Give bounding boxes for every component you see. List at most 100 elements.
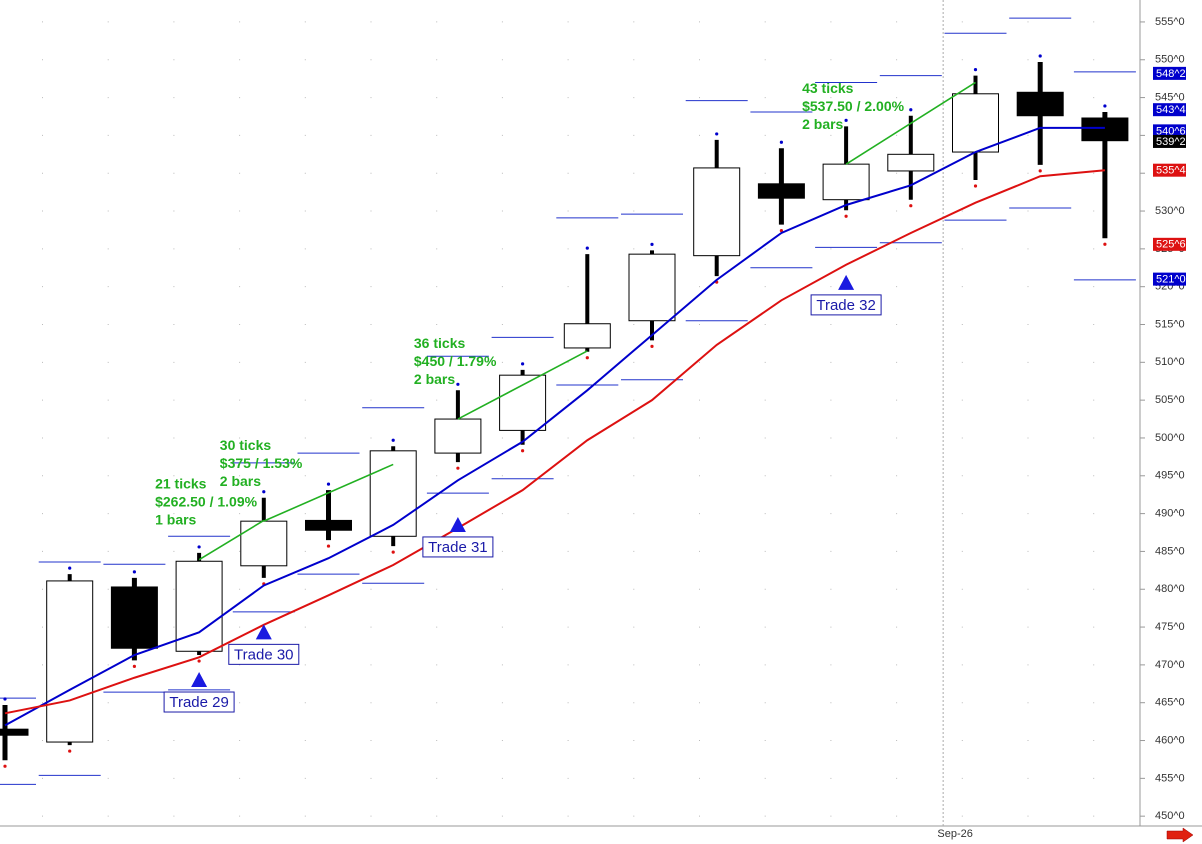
low-dot: [68, 749, 72, 753]
y-tick-label: 515^0: [1155, 318, 1185, 330]
trade-label-box: [228, 643, 300, 665]
low-dot: [3, 764, 7, 768]
candle-body: [563, 323, 611, 349]
high-dot: [844, 118, 848, 122]
price-tag-label: 535^4: [1156, 165, 1186, 177]
candle-body: [887, 153, 935, 172]
trade-label: Trade 32: [816, 297, 875, 314]
high-dot: [585, 246, 589, 250]
price-tag-label: 540^6: [1156, 125, 1186, 137]
high-dot: [391, 438, 395, 442]
high-dot: [650, 242, 654, 246]
trade-profit: $450 / 1.79%: [414, 353, 497, 369]
low-dot: [1038, 169, 1042, 173]
low-dot: [973, 184, 978, 188]
price-tag-label: 548^2: [1156, 68, 1186, 80]
trade-ticks: 21 ticks: [155, 475, 207, 491]
high-dot: [456, 382, 460, 386]
trade-line: [198, 519, 265, 561]
trade-ticks: 36 ticks: [414, 335, 466, 351]
high-dot: [1103, 104, 1107, 108]
candle-body: [628, 253, 676, 322]
y-tick-label: 460^0: [1155, 734, 1185, 746]
candle-body: [952, 93, 999, 153]
candle-body: [434, 418, 482, 454]
trade-ticks: 30 ticks: [220, 437, 272, 453]
trade-line: [263, 463, 394, 522]
trade-label: Trade 30: [234, 646, 293, 663]
high-dot: [715, 132, 719, 136]
candle-body: [822, 163, 870, 201]
candle-body: [46, 580, 94, 743]
y-tick-label: 495^0: [1155, 470, 1185, 482]
moving-average-line: [4, 126, 1105, 727]
trade-bars: 2 bars: [802, 116, 843, 132]
y-tick-label: 530^0: [1155, 205, 1185, 217]
high-dot: [1038, 54, 1042, 58]
price-tag: [1153, 66, 1186, 80]
candle-body: [1016, 91, 1064, 117]
price-tag: [1153, 124, 1186, 138]
high-dot: [973, 68, 978, 72]
trade-signal: [449, 516, 466, 532]
trade-profit: $375 / 1.53%: [220, 455, 303, 471]
y-tick-label: 490^0: [1155, 508, 1185, 520]
trade-label: Trade 31: [428, 539, 487, 556]
high-dot: [909, 108, 913, 112]
low-dot: [779, 229, 784, 233]
price-tag: [1153, 272, 1186, 286]
y-tick-label: 455^0: [1155, 772, 1185, 784]
high-dot: [3, 697, 7, 701]
candle-body: [110, 586, 158, 649]
price-tag: [1153, 237, 1186, 251]
high-dot: [262, 490, 266, 494]
candle-body: [499, 374, 547, 431]
price-tag-label: 525^6: [1156, 239, 1186, 251]
high-dot: [197, 545, 201, 549]
trade-signal: [838, 274, 855, 290]
y-tick-label: 465^0: [1155, 697, 1185, 709]
y-tick-label: 510^0: [1155, 356, 1185, 368]
price-tag-label: 543^4: [1156, 104, 1186, 116]
y-tick-label: 550^0: [1155, 54, 1185, 66]
candle-body: [1081, 117, 1129, 142]
y-tick-label: 470^0: [1155, 659, 1185, 671]
low-dot: [391, 550, 395, 554]
levels: [0, 17, 1136, 785]
trade-profit: $262.50 / 1.09%: [155, 493, 258, 509]
low-dot: [132, 664, 136, 668]
y-tick-label: 475^0: [1155, 621, 1185, 633]
scroll-arrow[interactable]: [1166, 827, 1194, 843]
moving-average-line: [4, 169, 1105, 715]
trade-signal: [191, 672, 208, 688]
scroll-arrow-icon[interactable]: [1166, 827, 1194, 843]
trade-signal: [255, 624, 272, 640]
price-tag: [1153, 134, 1186, 148]
price-tag-label: 521^0: [1156, 274, 1186, 286]
low-dot: [456, 466, 460, 470]
high-dot: [68, 566, 72, 570]
x-tick-label: Sep-26: [937, 828, 972, 840]
high-dot: [326, 482, 331, 486]
y-tick-label: 505^0: [1155, 394, 1185, 406]
candles: [0, 54, 1129, 768]
price-tag: [1153, 103, 1186, 117]
high-dot: [779, 140, 784, 144]
high-dot: [521, 362, 525, 366]
trade-line: [845, 81, 976, 165]
candle-body: [693, 167, 741, 257]
low-dot: [326, 544, 331, 548]
trade-ticks: 43 ticks: [802, 80, 854, 96]
low-dot: [521, 449, 525, 453]
y-tick-label: 485^0: [1155, 545, 1185, 557]
candle-body: [0, 728, 29, 736]
low-dot: [197, 659, 201, 663]
low-dot: [1103, 242, 1107, 246]
low-dot: [650, 344, 654, 348]
trade-profit: $537.50 / 2.00%: [802, 98, 905, 114]
trade-bars: 2 bars: [414, 371, 455, 387]
price-tag-label: 539^2: [1156, 136, 1186, 148]
candle-body: [369, 450, 417, 537]
